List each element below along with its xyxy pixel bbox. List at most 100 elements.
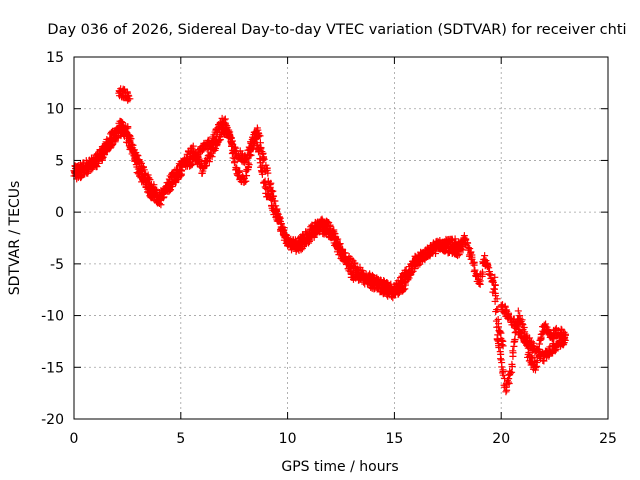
data-point — [257, 155, 265, 163]
data-point — [334, 235, 342, 243]
data-point — [423, 253, 431, 261]
data-point — [494, 305, 502, 313]
data-point — [496, 328, 504, 336]
chart-title: Day 036 of 2026, Sidereal Day-to-day VTE… — [47, 22, 626, 38]
data-point — [404, 276, 412, 284]
data-point — [243, 152, 251, 160]
data-point — [124, 123, 132, 131]
data-point — [259, 167, 267, 175]
data-point — [126, 135, 134, 143]
data-point — [508, 363, 516, 371]
y-tick-label: -15 — [41, 360, 64, 376]
data-point — [514, 307, 522, 315]
data-point — [294, 244, 302, 252]
data-point — [94, 157, 102, 165]
data-point — [231, 158, 239, 166]
data-point — [264, 189, 272, 197]
data-point — [211, 137, 219, 145]
data-point — [189, 142, 197, 150]
data-point — [506, 369, 514, 377]
data-point — [509, 347, 517, 355]
data-point — [480, 256, 488, 264]
data-point — [260, 178, 268, 186]
data-point — [162, 184, 170, 192]
data-point — [343, 256, 351, 264]
data-point — [532, 364, 540, 372]
data-point — [236, 167, 244, 175]
data-point — [511, 336, 519, 344]
data-point — [551, 346, 559, 354]
data-point — [466, 245, 474, 253]
data-point — [493, 295, 501, 303]
data-point — [510, 315, 518, 323]
data-point — [253, 135, 261, 143]
data-point — [460, 232, 468, 240]
data-point — [491, 281, 499, 289]
data-point — [534, 346, 542, 354]
data-point — [255, 147, 263, 155]
y-tick-label: -10 — [41, 309, 64, 325]
data-point — [251, 128, 259, 136]
axis-ticks — [73, 56, 609, 420]
x-axis-label: GPS time / hours — [281, 459, 398, 475]
data-point — [479, 268, 487, 276]
data-point — [454, 252, 462, 260]
data-point — [123, 88, 131, 96]
x-tick-label: 15 — [385, 431, 403, 447]
data-point — [282, 231, 290, 239]
data-point — [366, 276, 374, 284]
x-tick-label: 10 — [279, 431, 297, 447]
data-point — [202, 162, 210, 170]
data-point — [108, 141, 116, 149]
data-point — [263, 185, 271, 193]
data-point — [560, 340, 568, 348]
x-tick-label: 20 — [492, 431, 510, 447]
data-point — [457, 237, 465, 245]
data-point — [245, 161, 253, 169]
data-point — [243, 172, 251, 180]
data-point — [527, 352, 535, 360]
data-point — [146, 185, 154, 193]
data-point — [266, 181, 274, 189]
data-point — [504, 378, 512, 386]
data-point — [503, 386, 511, 394]
data-point — [497, 355, 505, 363]
data-point — [492, 292, 500, 300]
data-point — [331, 230, 339, 238]
data-point — [508, 368, 516, 376]
data-point — [471, 266, 479, 274]
data-point — [220, 116, 228, 124]
data-point — [395, 290, 403, 298]
plot-frame — [73, 56, 609, 420]
data-point — [242, 156, 250, 164]
data-point — [335, 241, 343, 249]
data-point — [451, 235, 459, 243]
data-point — [505, 380, 513, 388]
data-point — [539, 330, 547, 338]
data-point — [408, 264, 416, 272]
data-point — [160, 193, 168, 201]
data-point — [526, 334, 534, 342]
y-tick-label: -20 — [41, 412, 64, 428]
data-point — [129, 147, 137, 155]
y-tick-label: 0 — [55, 205, 64, 221]
data-point — [272, 210, 280, 218]
data-points — [70, 85, 570, 396]
data-point — [277, 220, 285, 228]
data-point — [499, 342, 507, 350]
data-point — [264, 169, 272, 177]
data-point — [93, 163, 101, 171]
x-tick-label: 25 — [599, 431, 617, 447]
data-point — [102, 148, 110, 156]
data-point — [241, 177, 249, 185]
y-tick-label: -5 — [50, 257, 64, 273]
data-point — [528, 338, 536, 346]
data-point — [485, 268, 493, 276]
data-point — [159, 194, 167, 202]
data-point — [267, 179, 275, 187]
data-point — [491, 285, 499, 293]
data-point — [246, 147, 254, 155]
data-point — [476, 277, 484, 285]
